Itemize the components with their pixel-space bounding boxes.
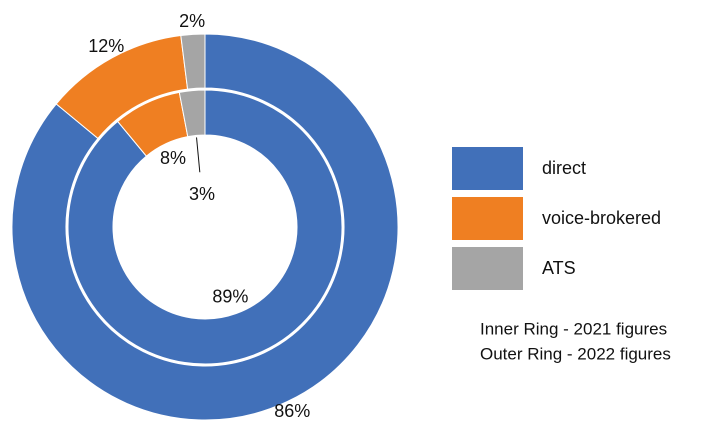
data-label: 2% (179, 11, 205, 31)
data-label: 3% (189, 184, 215, 204)
legend-label: direct (542, 158, 586, 178)
donut-slice (67, 89, 343, 365)
data-label: 12% (88, 36, 124, 56)
leader-line (196, 137, 201, 173)
legend-swatch (452, 197, 523, 240)
legend-label: voice-brokered (542, 208, 661, 228)
donut-slice (180, 33, 206, 90)
annotation: Inner Ring - 2021 figures (480, 319, 667, 338)
data-label: 86% (274, 401, 310, 421)
legend-swatch (452, 247, 523, 290)
donut-slice (178, 89, 206, 138)
data-label: 89% (212, 286, 248, 306)
legend-label: ATS (542, 258, 576, 278)
legend-swatch (452, 147, 523, 190)
data-label: 8% (160, 148, 186, 168)
donut-slice (11, 33, 399, 421)
annotation: Outer Ring - 2022 figures (480, 344, 671, 363)
